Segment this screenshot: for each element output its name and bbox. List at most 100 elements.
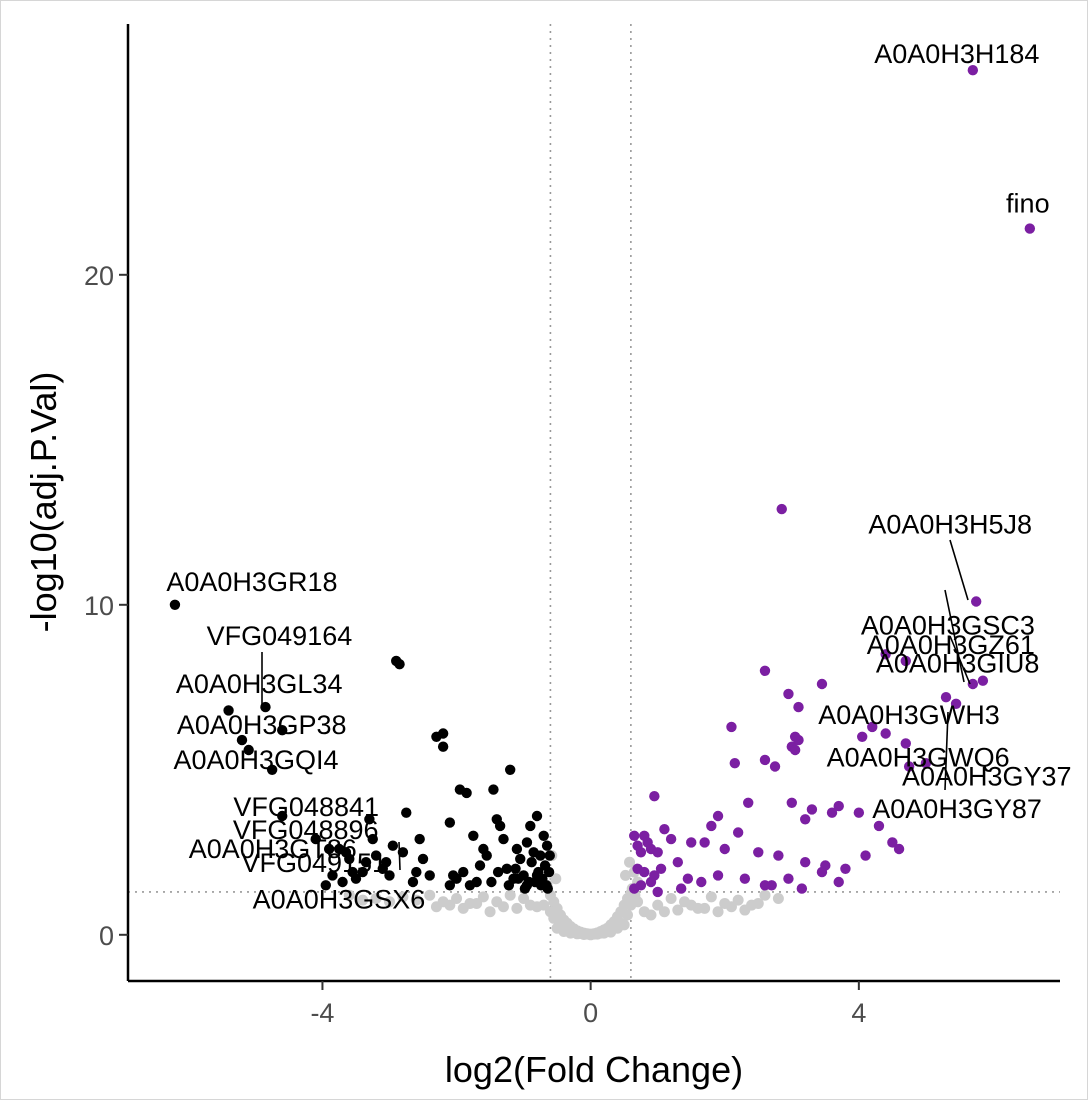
ns-point	[672, 904, 684, 916]
down-point	[357, 866, 368, 878]
connector-vfg049151	[398, 841, 401, 871]
down-point	[510, 863, 521, 874]
down-point	[394, 659, 405, 670]
down-point	[468, 830, 479, 841]
ns-point	[739, 904, 751, 916]
down-point	[464, 880, 476, 891]
up-point	[726, 721, 737, 733]
up-point	[699, 837, 710, 848]
ns-point	[685, 899, 697, 911]
label-vfg048841: VFG048841	[233, 792, 379, 822]
down-point	[327, 870, 338, 881]
down-point	[337, 876, 348, 888]
down-point	[437, 728, 449, 739]
up-point	[759, 665, 771, 676]
up-point	[873, 820, 885, 832]
up-point	[920, 758, 932, 769]
up-point	[826, 807, 838, 818]
up-point	[887, 837, 898, 848]
ns-point	[370, 893, 382, 904]
up-point	[853, 807, 865, 818]
ns-point	[622, 909, 634, 921]
up-point	[900, 655, 911, 667]
connector-a0a0h3gz61	[944, 589, 965, 683]
up-point	[759, 880, 771, 891]
ns-point	[410, 894, 422, 906]
down-point	[417, 853, 429, 865]
up-point	[635, 847, 647, 858]
ns-point	[477, 891, 489, 903]
up-point	[665, 833, 677, 845]
up-point	[796, 883, 808, 894]
down-point	[521, 837, 533, 848]
up-point	[712, 810, 724, 822]
down-point	[511, 843, 523, 855]
connector-a0a0h3gy87	[944, 711, 949, 791]
down-point	[538, 830, 549, 841]
point-labels: A0A0H3H184finoA0A0H3H5J8A0A0H3GZ61A0A0H3…	[166, 39, 1071, 915]
label-a0a0h3h184: A0A0H3H184	[874, 39, 1039, 69]
label-a0a0h3gwh3: A0A0H3GWH3	[818, 700, 1000, 730]
up-point	[739, 873, 751, 884]
up-point	[659, 824, 670, 835]
down-point	[367, 833, 378, 845]
ns-point	[518, 893, 530, 904]
ns-point	[484, 906, 496, 918]
up-point	[635, 880, 647, 891]
up-point	[776, 503, 787, 515]
x-tick-label: -4	[310, 998, 334, 1028]
down-point	[526, 857, 537, 868]
up-point	[655, 863, 667, 874]
down-point	[401, 807, 412, 818]
down-point	[397, 847, 409, 858]
down-point	[542, 883, 553, 894]
up-point	[793, 701, 804, 713]
up-point	[639, 866, 650, 878]
ns-point	[531, 901, 543, 913]
ns-point	[638, 906, 650, 918]
up-point	[816, 866, 828, 878]
y-tick-label: 20	[84, 261, 114, 291]
up-point	[816, 678, 828, 690]
x-tick-label: 0	[583, 998, 598, 1028]
threshold-lines	[128, 24, 1060, 981]
ns-point	[759, 889, 771, 901]
down-point	[513, 873, 524, 884]
up-point	[967, 678, 979, 690]
up-point	[743, 797, 754, 808]
up-point	[970, 596, 982, 607]
ns-point	[571, 928, 583, 940]
down-point	[525, 820, 536, 832]
down-point	[501, 863, 513, 874]
label-a0a0h3gz61: A0A0H3GZ61	[867, 630, 1035, 660]
up-point	[900, 738, 911, 749]
up-point	[893, 843, 905, 855]
down-point	[380, 857, 392, 868]
up-points	[629, 65, 1036, 898]
connector-a0a0h3h5j8	[949, 539, 969, 601]
down-point	[370, 850, 382, 861]
up-point	[759, 754, 771, 766]
down-point	[531, 810, 543, 822]
down-point	[521, 880, 533, 891]
ns-point	[658, 906, 670, 918]
x-tick-label: 4	[851, 998, 866, 1028]
ns-point	[457, 902, 469, 914]
down-point	[535, 850, 546, 861]
label-a0a0h3gsc3: A0A0H3GSC3	[861, 611, 1035, 641]
axes	[126, 24, 1060, 983]
ns-point	[598, 927, 610, 939]
up-point	[645, 876, 657, 888]
ns-point	[504, 889, 516, 901]
ns-point	[772, 893, 784, 904]
ns-point	[383, 896, 395, 908]
ns-point	[424, 889, 436, 901]
down-point	[236, 734, 248, 746]
up-point	[789, 744, 801, 756]
up-point	[649, 791, 660, 802]
up-point	[753, 847, 764, 858]
ns-point	[620, 869, 632, 881]
down-point	[541, 840, 553, 851]
label-a0a0h3giu8: A0A0H3GIU8	[876, 648, 1040, 678]
